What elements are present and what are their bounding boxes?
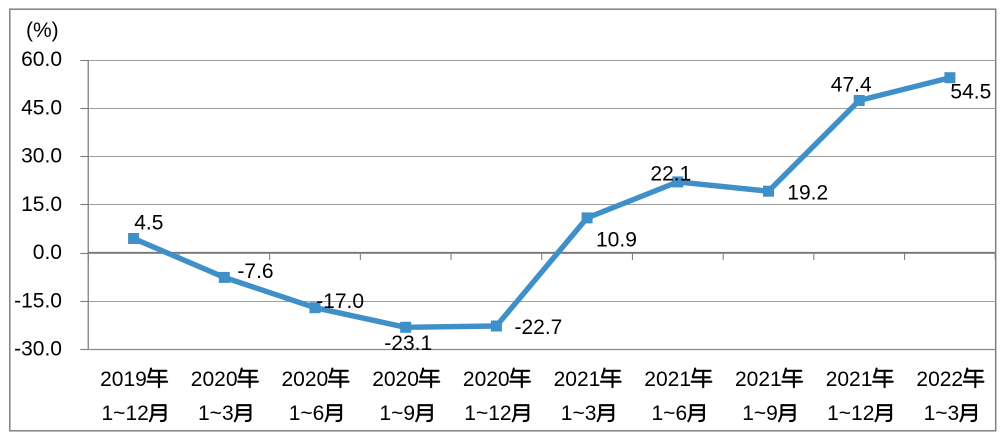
svg-text:2022: 2022	[916, 368, 963, 391]
svg-text:2020: 2020	[463, 368, 510, 391]
svg-text:-23.1: -23.1	[384, 332, 432, 355]
svg-text:19.2: 19.2	[787, 181, 828, 204]
svg-text:10.9: 10.9	[596, 229, 637, 252]
svg-text:1~9: 1~9	[379, 402, 415, 425]
svg-text:2020: 2020	[282, 368, 329, 391]
svg-text:1~12: 1~12	[827, 402, 874, 425]
svg-text:2021: 2021	[644, 368, 691, 391]
svg-text:22.1: 22.1	[650, 162, 691, 185]
svg-text:15.0: 15.0	[21, 193, 62, 216]
svg-text:-22.7: -22.7	[515, 316, 563, 339]
svg-text:1~3: 1~3	[924, 402, 960, 425]
svg-text:-15.0: -15.0	[14, 289, 62, 312]
svg-text:-17.0: -17.0	[316, 290, 364, 313]
svg-text:0.0: 0.0	[33, 241, 62, 264]
svg-text:-7.6: -7.6	[237, 260, 273, 283]
svg-text:30.0: 30.0	[21, 145, 62, 168]
svg-text:2020: 2020	[191, 368, 238, 391]
svg-text:2021: 2021	[735, 368, 782, 391]
svg-text:1~6: 1~6	[289, 402, 325, 425]
svg-text:1~9: 1~9	[742, 402, 778, 425]
svg-text:1~3: 1~3	[198, 402, 234, 425]
svg-text:47.4: 47.4	[831, 74, 872, 97]
svg-text:54.5: 54.5	[950, 80, 991, 103]
svg-text:2021: 2021	[554, 368, 601, 391]
svg-text:45.0: 45.0	[21, 97, 62, 120]
svg-text:2020: 2020	[372, 368, 419, 391]
svg-text:-30.0: -30.0	[14, 338, 62, 361]
svg-text:1~3: 1~3	[561, 402, 597, 425]
svg-text:1~12: 1~12	[464, 402, 511, 425]
svg-text:2019: 2019	[100, 368, 147, 391]
svg-text:2021: 2021	[826, 368, 873, 391]
svg-text:1~6: 1~6	[652, 402, 688, 425]
svg-text:4.5: 4.5	[134, 211, 163, 234]
svg-text:1~12: 1~12	[102, 402, 149, 425]
svg-text:60.0: 60.0	[21, 48, 62, 71]
svg-text:(%): (%)	[26, 19, 59, 42]
